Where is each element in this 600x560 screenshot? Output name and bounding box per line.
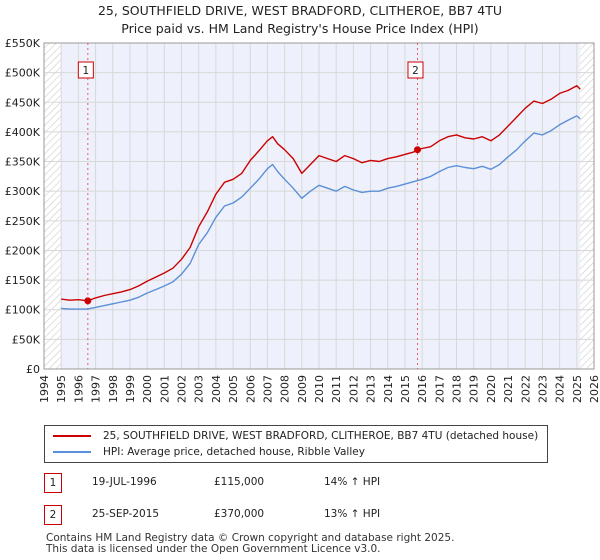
sale-hpi-diff: 13% ↑ HPI [324, 508, 381, 520]
x-tick-label: 2024 [554, 375, 567, 403]
x-tick-label: 2000 [141, 375, 154, 403]
sale-date: 19-JUL-1996 [92, 476, 157, 488]
x-tick-label: 2023 [536, 375, 549, 403]
x-tick-label: 1996 [72, 375, 85, 403]
chart-subtitle: Price paid vs. HM Land Registry's House … [121, 21, 479, 36]
x-tick-label: 2019 [468, 375, 481, 403]
x-tick-label: 2016 [416, 375, 429, 403]
y-tick-label: £100K [5, 304, 41, 317]
x-tick-label: 2004 [210, 375, 223, 403]
y-tick-label: £150K [5, 274, 41, 287]
x-tick-label: 2009 [296, 375, 309, 403]
x-tick-label: 2012 [347, 375, 360, 403]
sale-row: 2 25-SEP-2015 £370,000 13% ↑ HPI [44, 505, 564, 525]
legend-swatch-hpi [53, 451, 91, 453]
x-tick-label: 2017 [433, 375, 446, 403]
legend: 25, SOUTHFIELD DRIVE, WEST BRADFORD, CLI… [44, 425, 548, 463]
x-tick-label: 2007 [261, 375, 274, 403]
x-tick-label: 2014 [382, 375, 395, 403]
x-tick-label: 1997 [90, 375, 103, 403]
legend-label-hpi: HPI: Average price, detached house, Ribb… [103, 446, 365, 458]
x-tick-label: 1999 [124, 375, 137, 403]
x-tick-label: 2018 [451, 375, 464, 403]
sale-label-box [407, 61, 424, 79]
legend-item-property: 25, SOUTHFIELD DRIVE, WEST BRADFORD, CLI… [53, 428, 538, 444]
sale-price: £115,000 [214, 476, 265, 488]
sale-date: 25-SEP-2015 [92, 508, 160, 520]
x-tick-label: 2011 [330, 375, 343, 403]
x-tick-label: 2022 [519, 375, 532, 403]
x-tick-label: 2020 [485, 375, 498, 403]
sale-hpi-diff: 14% ↑ HPI [324, 476, 381, 488]
sale-point [413, 146, 421, 154]
sale-badge: 1 [44, 473, 62, 493]
y-tick-label: £450K [5, 96, 41, 109]
sale-badge: 2 [44, 505, 62, 525]
x-tick-label: 2005 [227, 375, 240, 403]
x-tick-label: 2010 [313, 375, 326, 403]
legend-item-hpi: HPI: Average price, detached house, Ribb… [53, 444, 365, 460]
y-tick-label: £200K [5, 244, 41, 257]
footer-copyright: Contains HM Land Registry data © Crown c… [46, 532, 455, 544]
series-line-hpi [61, 115, 581, 310]
y-tick-label: £500K [5, 67, 41, 80]
no-data-hatch-left [44, 43, 62, 369]
no-data-hatch-right [580, 43, 594, 369]
sale-price: £370,000 [214, 508, 265, 520]
sale-label-box [77, 61, 94, 79]
legend-label-property: 25, SOUTHFIELD DRIVE, WEST BRADFORD, CLI… [103, 430, 539, 442]
x-tick-label: 2002 [176, 375, 189, 403]
x-tick-label: 2015 [399, 375, 412, 403]
sale-row: 1 19-JUL-1996 £115,000 14% ↑ HPI [44, 473, 564, 493]
y-tick-label: £300K [5, 185, 41, 198]
x-tick-label: 2013 [365, 375, 378, 403]
series-line-property [61, 84, 581, 302]
x-tick-label: 1995 [55, 375, 68, 403]
x-tick-label: 1994 [38, 375, 51, 403]
plot-border [43, 42, 595, 370]
x-tick-label: 2006 [244, 375, 257, 403]
chart-title: 25, SOUTHFIELD DRIVE, WEST BRADFORD, CLI… [97, 3, 503, 18]
legend-swatch-property [53, 435, 91, 437]
y-tick-label: £250K [5, 215, 41, 228]
sale-point [84, 297, 92, 305]
y-tick-label: £550K [5, 37, 41, 50]
y-tick-label: £350K [5, 156, 41, 169]
x-tick-label: 2001 [158, 375, 171, 403]
x-tick-label: 2021 [502, 375, 515, 403]
x-tick-label: 2026 [588, 375, 600, 403]
x-tick-label: 2008 [279, 375, 292, 403]
footer-licence: This data is licensed under the Open Gov… [46, 543, 381, 555]
price-chart: £0 £50K £100K £150K £200K £250K £300K £350K £400… [5, 37, 600, 403]
sale-label-text: 1 [82, 65, 89, 77]
sale-label-text: 2 [412, 65, 419, 77]
y-tick-label: £0 [26, 363, 40, 376]
x-tick-label: 2025 [571, 375, 584, 403]
data-range-band [61, 43, 581, 369]
y-tick-label: £400K [5, 126, 41, 139]
y-tick-label: £50K [12, 333, 41, 346]
x-tick-label: 1998 [107, 375, 120, 403]
x-tick-label: 2003 [193, 375, 206, 403]
